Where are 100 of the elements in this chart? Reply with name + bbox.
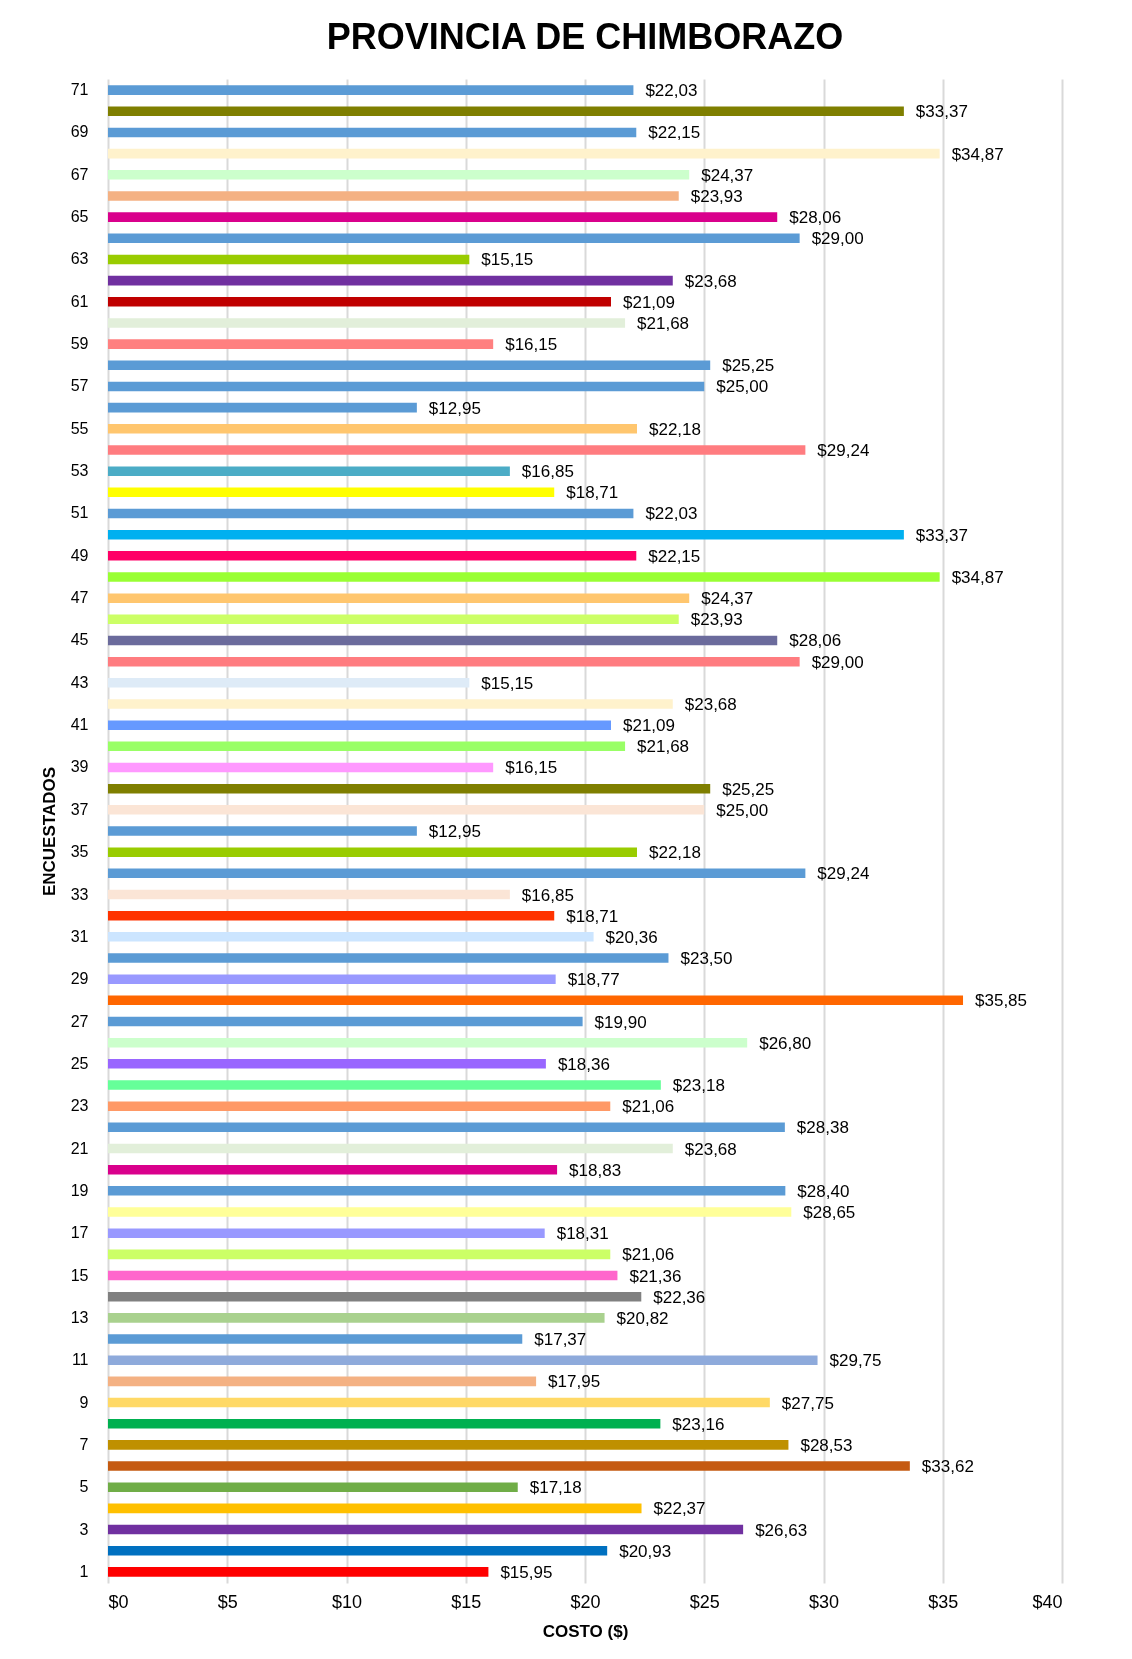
data-label: $17,18 xyxy=(529,1478,582,1498)
y-tick-label: 35 xyxy=(70,843,89,861)
data-label: $21,68 xyxy=(637,313,690,333)
y-tick-label: 37 xyxy=(70,800,89,818)
y-tick-label: 29 xyxy=(70,970,89,988)
data-label: $28,65 xyxy=(803,1203,856,1223)
y-tick-label: 61 xyxy=(70,292,89,310)
data-label: $22,37 xyxy=(653,1499,706,1519)
data-label: $22,15 xyxy=(648,123,701,143)
data-label: $23,50 xyxy=(680,949,733,969)
y-tick-label: 43 xyxy=(70,673,89,691)
y-tick-label: 63 xyxy=(70,250,89,268)
y-tick-label: 27 xyxy=(70,1012,89,1030)
x-axis-title: COSTO ($) xyxy=(542,1621,629,1641)
data-label: $33,62 xyxy=(921,1457,974,1477)
data-label: $26,80 xyxy=(759,1033,812,1053)
data-label: $22,03 xyxy=(645,81,698,101)
y-tick-label: 19 xyxy=(70,1181,89,1199)
data-label: $18,31 xyxy=(556,1224,609,1244)
data-label: $20,36 xyxy=(605,927,658,947)
data-label: $24,37 xyxy=(701,165,754,185)
y-tick-label: 55 xyxy=(70,419,89,437)
data-label: $16,85 xyxy=(521,462,574,482)
data-label: $23,68 xyxy=(684,694,737,714)
data-label: $25,00 xyxy=(716,377,769,397)
y-tick-label: 69 xyxy=(70,123,89,141)
data-label: $21,09 xyxy=(623,716,675,736)
data-label: $21,06 xyxy=(622,1097,675,1117)
data-label: $22,18 xyxy=(648,843,701,863)
x-tick-label: $40 xyxy=(1032,1591,1063,1612)
data-label: $25,25 xyxy=(722,779,775,799)
data-label: $22,03 xyxy=(645,504,698,524)
data-label: $29,75 xyxy=(829,1351,882,1371)
data-label: $15,15 xyxy=(481,250,534,270)
data-label: $15,15 xyxy=(481,673,534,693)
y-tick-label: 1 xyxy=(79,1562,89,1580)
y-tick-label: 5 xyxy=(79,1478,89,1496)
data-label: $24,37 xyxy=(701,589,754,609)
data-label: $28,38 xyxy=(796,1118,849,1138)
data-label: $19,90 xyxy=(594,1012,647,1032)
data-label: $23,93 xyxy=(690,610,743,630)
x-tick-label: $30 xyxy=(808,1591,840,1612)
data-label: $33,37 xyxy=(915,525,968,545)
data-label: $33,37 xyxy=(915,102,968,122)
data-label: $21,09 xyxy=(623,292,675,312)
chart-title: PROVINCIA DE CHIMBORAZO xyxy=(326,16,844,57)
data-label: $29,00 xyxy=(811,652,864,672)
y-tick-label: 9 xyxy=(79,1393,89,1411)
data-label: $21,36 xyxy=(629,1266,682,1286)
data-label: $23,68 xyxy=(684,271,737,291)
data-label: $28,06 xyxy=(789,631,842,651)
data-label: $22,36 xyxy=(653,1287,706,1307)
y-tick-label: 3 xyxy=(79,1520,89,1538)
y-tick-label: 65 xyxy=(70,208,89,226)
y-tick-label: 67 xyxy=(70,165,89,183)
y-tick-label: 31 xyxy=(70,927,89,945)
data-label: $28,40 xyxy=(797,1181,850,1201)
y-tick-label: 41 xyxy=(70,716,89,734)
data-label: $29,00 xyxy=(811,229,864,249)
y-tick-label: 47 xyxy=(70,589,89,607)
y-tick-label: 21 xyxy=(70,1139,89,1157)
x-tick-label: $20 xyxy=(570,1591,601,1612)
y-tick-label: 59 xyxy=(70,335,89,353)
data-label: $18,71 xyxy=(566,906,619,926)
data-label: $25,00 xyxy=(716,800,769,820)
x-tick-label: $5 xyxy=(217,1591,238,1612)
data-label: $26,63 xyxy=(755,1520,808,1540)
y-tick-label: 15 xyxy=(70,1266,89,1284)
data-label: $16,15 xyxy=(505,335,558,355)
x-tick-label: $15 xyxy=(451,1591,482,1612)
data-label: $18,83 xyxy=(569,1160,622,1180)
y-tick-label: 7 xyxy=(79,1435,89,1453)
data-label: $18,71 xyxy=(566,483,619,503)
y-tick-label: 49 xyxy=(70,546,89,564)
data-label: $16,15 xyxy=(505,758,558,778)
y-tick-label: 23 xyxy=(70,1097,89,1115)
y-tick-label: 25 xyxy=(70,1054,89,1072)
data-label: $22,18 xyxy=(648,419,701,439)
data-label: $21,06 xyxy=(622,1245,675,1265)
data-label: $17,95 xyxy=(548,1372,601,1392)
data-label: $23,68 xyxy=(684,1139,737,1159)
data-label: $28,06 xyxy=(789,208,842,228)
y-tick-label: 13 xyxy=(70,1308,89,1326)
data-label: $23,18 xyxy=(672,1076,725,1096)
data-label: $34,87 xyxy=(951,567,1004,587)
data-label: $28,53 xyxy=(800,1435,853,1455)
data-label: $29,24 xyxy=(817,864,870,884)
data-label: $22,15 xyxy=(648,546,701,566)
data-label: $12,95 xyxy=(428,398,481,418)
data-label: $17,37 xyxy=(534,1330,587,1350)
y-tick-label: 51 xyxy=(70,504,89,522)
data-label: $18,36 xyxy=(557,1054,610,1074)
data-label: $18,77 xyxy=(567,970,620,990)
y-tick-label: 39 xyxy=(70,758,89,776)
data-label: $20,82 xyxy=(616,1308,669,1328)
data-label: $29,24 xyxy=(817,440,870,460)
y-axis-title: ENCUESTADOS xyxy=(39,766,59,897)
x-tick-label: $0 xyxy=(108,1591,129,1612)
x-tick-label: $25 xyxy=(689,1591,720,1612)
x-tick-label: $10 xyxy=(331,1591,363,1612)
